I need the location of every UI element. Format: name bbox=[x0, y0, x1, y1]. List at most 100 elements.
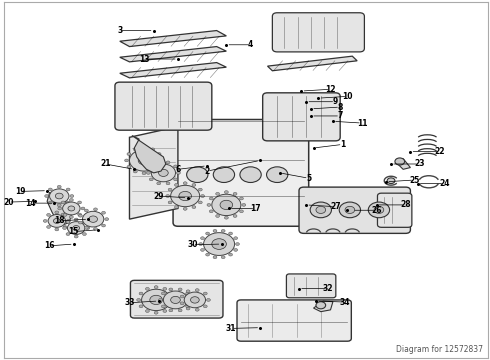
Circle shape bbox=[49, 188, 52, 191]
Circle shape bbox=[221, 256, 225, 258]
Circle shape bbox=[172, 298, 175, 301]
Circle shape bbox=[66, 188, 70, 191]
Text: 26: 26 bbox=[371, 206, 382, 215]
Circle shape bbox=[216, 215, 220, 217]
Text: 16: 16 bbox=[44, 241, 55, 250]
Circle shape bbox=[206, 232, 210, 235]
FancyBboxPatch shape bbox=[272, 13, 365, 52]
Circle shape bbox=[142, 289, 171, 311]
Circle shape bbox=[149, 165, 153, 168]
FancyBboxPatch shape bbox=[115, 82, 212, 130]
Circle shape bbox=[221, 229, 225, 232]
Polygon shape bbox=[120, 63, 226, 78]
Circle shape bbox=[49, 189, 69, 203]
Polygon shape bbox=[132, 135, 166, 173]
Text: 7: 7 bbox=[338, 112, 343, 121]
Circle shape bbox=[166, 161, 170, 164]
Circle shape bbox=[66, 233, 70, 235]
Circle shape bbox=[159, 298, 162, 301]
Circle shape bbox=[213, 229, 217, 232]
Circle shape bbox=[47, 225, 50, 228]
Circle shape bbox=[139, 292, 143, 295]
FancyBboxPatch shape bbox=[287, 274, 336, 298]
Circle shape bbox=[316, 302, 326, 309]
Circle shape bbox=[70, 216, 74, 219]
Circle shape bbox=[133, 148, 137, 151]
Circle shape bbox=[127, 165, 131, 168]
Circle shape bbox=[105, 218, 109, 221]
Circle shape bbox=[200, 237, 204, 240]
Polygon shape bbox=[268, 56, 357, 71]
Text: 28: 28 bbox=[400, 201, 411, 210]
Circle shape bbox=[345, 206, 355, 213]
Circle shape bbox=[169, 288, 173, 291]
Circle shape bbox=[236, 243, 240, 246]
Circle shape bbox=[199, 243, 203, 246]
Text: 27: 27 bbox=[330, 202, 341, 211]
Circle shape bbox=[86, 226, 90, 229]
Circle shape bbox=[66, 201, 70, 204]
Circle shape bbox=[207, 203, 211, 206]
Circle shape bbox=[186, 307, 190, 310]
Circle shape bbox=[150, 295, 162, 305]
Circle shape bbox=[61, 201, 65, 204]
Text: 19: 19 bbox=[15, 187, 26, 196]
Circle shape bbox=[129, 150, 159, 171]
Circle shape bbox=[242, 203, 245, 206]
Circle shape bbox=[166, 195, 170, 197]
Circle shape bbox=[169, 305, 173, 308]
Circle shape bbox=[171, 296, 180, 303]
Text: 34: 34 bbox=[340, 298, 350, 307]
Circle shape bbox=[200, 248, 204, 251]
Circle shape bbox=[196, 308, 199, 311]
Circle shape bbox=[169, 309, 173, 312]
Circle shape bbox=[316, 206, 326, 213]
Circle shape bbox=[213, 256, 217, 258]
Text: 12: 12 bbox=[325, 85, 336, 94]
Circle shape bbox=[94, 208, 98, 211]
Text: 18: 18 bbox=[54, 216, 65, 225]
Circle shape bbox=[161, 292, 165, 295]
Text: 3: 3 bbox=[117, 26, 122, 35]
Circle shape bbox=[84, 226, 88, 229]
Circle shape bbox=[146, 310, 149, 312]
Polygon shape bbox=[396, 159, 411, 169]
Text: 22: 22 bbox=[434, 147, 445, 156]
Circle shape bbox=[186, 290, 190, 293]
Circle shape bbox=[234, 248, 238, 251]
Circle shape bbox=[149, 178, 153, 181]
Circle shape bbox=[49, 201, 52, 204]
Circle shape bbox=[78, 221, 82, 224]
Text: 21: 21 bbox=[100, 159, 111, 168]
Circle shape bbox=[203, 305, 207, 308]
FancyBboxPatch shape bbox=[377, 193, 412, 227]
Circle shape bbox=[368, 202, 390, 218]
Circle shape bbox=[163, 291, 188, 309]
Circle shape bbox=[163, 310, 167, 312]
Circle shape bbox=[74, 218, 78, 221]
Text: Diagram for 12572837: Diagram for 12572837 bbox=[396, 345, 483, 354]
Circle shape bbox=[73, 226, 79, 230]
Text: 6: 6 bbox=[175, 165, 180, 174]
Circle shape bbox=[216, 192, 220, 195]
Circle shape bbox=[178, 309, 182, 312]
Circle shape bbox=[183, 182, 187, 185]
Circle shape bbox=[184, 292, 205, 308]
Circle shape bbox=[206, 253, 210, 256]
Circle shape bbox=[67, 220, 71, 222]
Circle shape bbox=[192, 184, 196, 186]
Text: 10: 10 bbox=[342, 92, 353, 101]
Circle shape bbox=[198, 188, 202, 191]
Text: 2: 2 bbox=[204, 167, 210, 176]
Circle shape bbox=[74, 235, 78, 238]
Circle shape bbox=[234, 237, 238, 240]
Circle shape bbox=[70, 195, 74, 197]
Circle shape bbox=[70, 198, 74, 201]
Circle shape bbox=[45, 195, 49, 197]
Circle shape bbox=[160, 159, 163, 162]
Text: 30: 30 bbox=[187, 240, 197, 249]
Circle shape bbox=[47, 213, 50, 216]
Circle shape bbox=[191, 297, 199, 303]
Circle shape bbox=[151, 148, 155, 151]
Circle shape bbox=[220, 200, 233, 210]
